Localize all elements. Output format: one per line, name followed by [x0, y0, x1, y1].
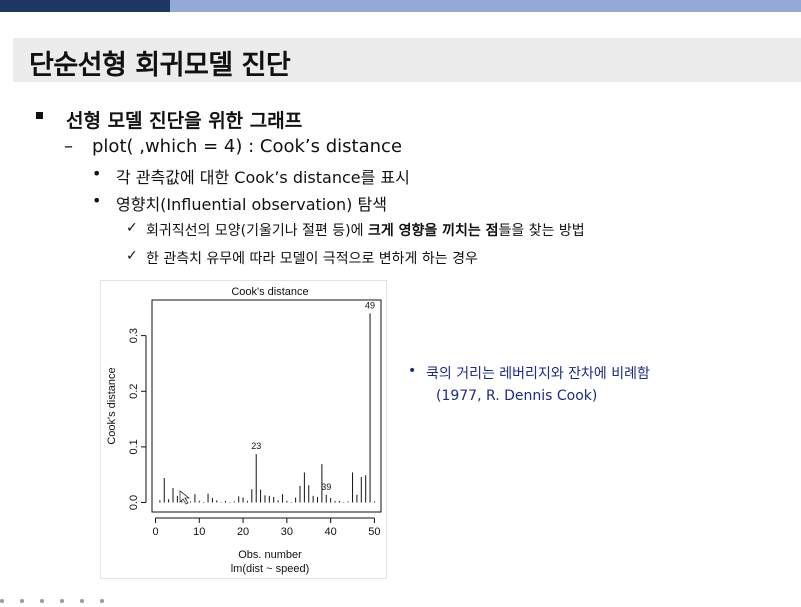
x-tick-label-0: 0 — [152, 526, 158, 538]
slide-top-bar — [0, 0, 801, 12]
bullet-level3-b-text: 영향치(Influential observation) 탐색 — [116, 195, 387, 214]
title-bar: 단순선형 회귀모델 진단 — [13, 38, 801, 82]
y-tick-label-2: 0.2 — [128, 384, 140, 399]
axes-group: 0 10 20 30 40 50 0.0 0.1 0.2 0.3 — [128, 328, 381, 538]
x-tick-label-20: 20 — [237, 526, 249, 538]
y-tick-label-1: 0.1 — [128, 439, 140, 454]
slide-progress-dots — [0, 588, 130, 603]
bullet-level1-text: 선형 모델 진단을 위한 그래프 — [66, 110, 303, 132]
y-tick-label-3: 0.3 — [128, 328, 140, 343]
point-label-49: 49 — [365, 300, 375, 310]
bars-group: 23 39 49 — [159, 300, 375, 503]
point-label-23: 23 — [251, 441, 261, 451]
bullet-level4-b-text: 한 관측치 유무에 따라 모델이 극적으로 변하게 하는 경우 — [146, 251, 478, 267]
slide-title: 단순선형 회귀모델 진단 — [29, 50, 291, 81]
dash-bullet-icon: – — [64, 136, 73, 157]
bullet-level2-text: plot( ,which = 4) : Cook’s distance — [92, 136, 403, 157]
slide-top-bar-accent — [0, 0, 170, 12]
square-bullet-icon — [36, 112, 43, 119]
dot-bullet-icon: • — [408, 363, 417, 379]
bullet-level4-a-pre: 회귀직선의 모양(기울기나 절편 등)에 — [146, 223, 368, 239]
chart-svg: Cook's distance 23 39 49 0 10 20 30 40 50 0.0 0.1… — [106, 286, 382, 575]
chart-title: Cook's distance — [231, 286, 308, 298]
bullet-level3-a-text: 각 관측값에 대한 Cook’s distance를 표시 — [116, 168, 410, 187]
dot-bullet-icon: • — [92, 191, 102, 210]
x-tick-label-50: 50 — [368, 526, 380, 538]
x-tick-label-30: 30 — [281, 526, 293, 538]
x-axis-label: Obs. number — [238, 549, 302, 561]
bullet-level4-a-bold: 크게 영향을 끼치는 점 — [367, 223, 499, 239]
side-note-citation: (1977, R. Dennis Cook) — [436, 388, 598, 404]
cooks-distance-chart: Cook's distance 23 39 49 0 10 20 30 40 50 0.0 0.1… — [100, 280, 387, 579]
y-tick-label-0: 0.0 — [128, 495, 140, 510]
point-label-39: 39 — [321, 482, 331, 492]
mouse-cursor-icon — [179, 490, 191, 505]
checkmark-icon: ✓ — [126, 248, 138, 264]
x-tick-label-40: 40 — [325, 526, 337, 538]
dot-bullet-icon: • — [92, 164, 102, 183]
plot-frame — [151, 299, 382, 513]
x-tick-label-10: 10 — [193, 526, 205, 538]
side-note-text: 쿡의 거리는 레버리지와 잔차에 비례함 — [426, 366, 650, 382]
y-axis-label: Cook's distance — [106, 367, 118, 444]
model-formula-label: lm(dist ~ speed) — [231, 563, 310, 575]
bullet-level4-a-post: 들을 찾는 방법 — [498, 223, 585, 239]
checkmark-icon: ✓ — [126, 220, 138, 236]
bullet-level4-a-text: 회귀직선의 모양(기울기나 절편 등)에 크게 영향을 끼치는 점들을 찾는 방… — [146, 220, 585, 240]
